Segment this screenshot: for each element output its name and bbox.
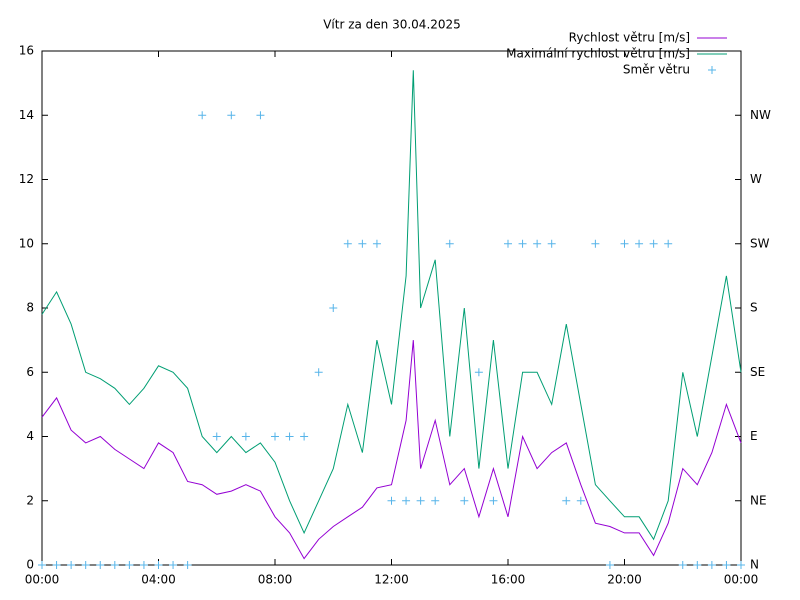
plot-border [41,50,742,566]
direction-point [562,496,571,505]
direction-point [139,561,148,569]
y-tick-label: 4 [26,429,34,443]
x-tick-label: 12:00 [374,573,409,587]
x-tick-label: 00:00 [25,573,60,587]
y2-tick-label: N [750,558,759,572]
direction-point [737,561,745,569]
direction-point [110,561,119,569]
direction-point [125,561,134,569]
legend-swatch [708,66,716,74]
direction-point [460,496,469,505]
direction-point [343,239,352,248]
direction-point [329,304,338,312]
x-tick-label: 20:00 [607,573,642,587]
direction-point [358,239,367,248]
direction-point [169,561,178,569]
y-tick-label: 0 [26,558,34,572]
legend-label: Maximální rychlost větru [m/s] [506,47,690,61]
direction-point [154,561,163,569]
direction-point [372,239,381,248]
direction-point [212,432,221,441]
y-tick-label: 14 [19,108,34,122]
direction-point [605,561,614,569]
direction-point [693,561,702,569]
y-tick-label: 8 [26,301,34,315]
y2-tick-label: NE [750,493,767,507]
direction-point [635,239,644,248]
y2-tick-label: NW [750,108,771,122]
direction-point [489,496,498,505]
direction-point [649,239,658,248]
series-line [41,340,742,560]
direction-point [620,239,629,248]
x-tick-label: 00:00 [724,573,759,587]
direction-point [402,496,411,505]
direction-point [285,432,294,441]
direction-point [81,561,90,569]
direction-point [416,496,425,505]
direction-point [38,561,46,569]
direction-point [431,496,440,505]
direction-point [183,561,192,569]
direction-point [300,432,309,441]
direction-point [241,432,250,441]
direction-point [198,111,207,120]
y2-tick-label: E [750,429,758,443]
direction-point [474,368,483,377]
direction-point [678,561,687,569]
y2-tick-label: S [750,301,758,315]
direction-point [445,239,454,248]
direction-point [591,239,600,248]
direction-point [664,239,673,248]
direction-point [227,111,236,120]
direction-point [96,561,105,569]
y-tick-label: 10 [19,236,34,250]
direction-point [67,561,76,569]
direction-point [576,496,585,505]
direction-point [314,368,323,377]
series-line [41,70,742,541]
y2-tick-label: W [750,172,762,186]
direction-point [547,239,556,248]
legend-label: Rychlost větru [m/s] [569,31,690,45]
y2-tick-label: SW [750,236,770,250]
direction-point [271,432,279,441]
direction-point [722,561,731,569]
legend-label: Směr větru [623,63,690,77]
direction-point [533,239,542,248]
y-tick-label: 12 [19,172,34,186]
x-tick-label: 16:00 [491,573,526,587]
y-tick-label: 16 [19,44,34,58]
y-tick-label: 2 [26,493,34,507]
x-tick-label: 08:00 [258,573,293,587]
chart-title: Vítr za den 30.04.2025 [323,18,461,32]
direction-point [504,239,512,248]
y2-tick-label: SE [750,365,765,379]
direction-point [387,496,396,505]
direction-point [707,561,716,569]
direction-point [518,239,527,248]
y-tick-label: 6 [26,365,34,379]
x-tick-label: 04:00 [141,573,176,587]
direction-point [52,561,61,569]
direction-point [256,111,265,120]
